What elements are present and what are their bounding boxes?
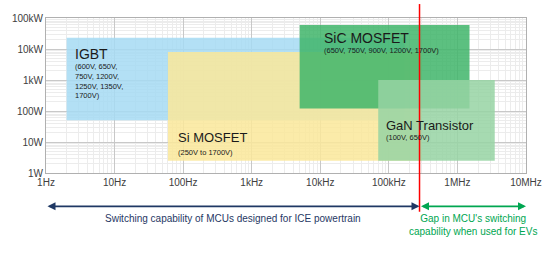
svg-text:(250V to 1700V): (250V to 1700V) [178, 148, 233, 157]
svg-text:10kW: 10kW [17, 44, 43, 55]
svg-text:(600V, 650V,750V, 1200V,1250V,: (600V, 650V,750V, 1200V,1250V, 1350V,170… [75, 62, 123, 100]
svg-text:1kW: 1kW [23, 75, 44, 86]
svg-text:Si MOSFET: Si MOSFET [178, 130, 247, 145]
svg-text:1W: 1W [28, 168, 44, 179]
svg-text:100W: 100W [17, 106, 44, 117]
svg-text:1kHz: 1kHz [240, 177, 263, 188]
svg-text:(650V, 750V, 900V, 1200V, 1700: (650V, 750V, 900V, 1200V, 1700V) [324, 46, 439, 55]
svg-text:GaN Transistor: GaN Transistor [386, 118, 474, 133]
svg-text:(100V, 650V): (100V, 650V) [386, 133, 430, 142]
svg-text:100kW: 100kW [12, 13, 44, 24]
svg-text:Gap in MCU's switchingcapabili: Gap in MCU's switchingcapability when us… [409, 213, 537, 237]
svg-text:10MHz: 10MHz [510, 177, 542, 188]
svg-text:100kHz: 100kHz [372, 177, 406, 188]
svg-text:IGBT: IGBT [75, 46, 108, 62]
svg-text:Switching capability of MCUs d: Switching capability of MCUs designed fo… [105, 213, 361, 224]
svg-text:10kHz: 10kHz [306, 177, 334, 188]
svg-text:100Hz: 100Hz [169, 177, 198, 188]
svg-text:10Hz: 10Hz [103, 177, 126, 188]
svg-text:SiC MOSFET: SiC MOSFET [324, 30, 409, 46]
svg-text:1Hz: 1Hz [37, 177, 55, 188]
svg-text:10W: 10W [22, 137, 43, 148]
svg-text:1MHz: 1MHz [444, 177, 470, 188]
